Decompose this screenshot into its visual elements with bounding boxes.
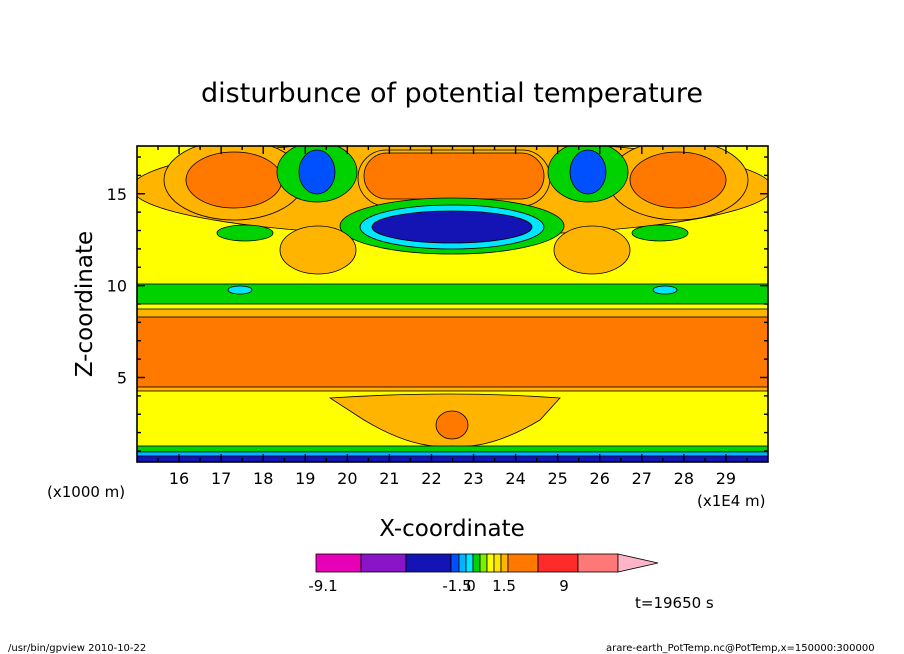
footer-right: arare-earth_PotTemp.nc@PotTemp,x=150000:… (606, 643, 875, 654)
x-tick-label: 28 (674, 469, 694, 488)
time-annotation: t=19650 s (635, 594, 714, 612)
x-axis-label: X-coordinate (379, 516, 525, 542)
x-tick-label: 18 (253, 469, 273, 488)
y-tick-label: 10 (107, 277, 127, 296)
y-tick-label: 5 (117, 368, 127, 387)
cold-column-right (569, 149, 607, 195)
warm-cell-left (185, 151, 283, 209)
chart-title: disturbunce of potential temperature (201, 78, 703, 109)
mid-cool-right (631, 224, 689, 242)
colorbar-segment (500, 553, 509, 573)
bottom-cool-band (137, 445, 768, 453)
cool-spot-right (652, 285, 678, 295)
colorbar-segment (479, 553, 488, 573)
colorbar-segment (493, 553, 502, 573)
mid-cool-left (216, 224, 274, 242)
lower-warm-core (435, 410, 469, 440)
plot-area (137, 146, 768, 462)
x-tick-label: 16 (169, 469, 189, 488)
x-unit-label: (x1E4 m) (697, 492, 766, 510)
colorbar-segment (458, 553, 467, 573)
colorbar-segment (405, 553, 452, 573)
x-tick-label: 19 (295, 469, 315, 488)
x-tick-label: 24 (505, 469, 525, 488)
colorbar (315, 553, 659, 573)
colorbar-segment (465, 553, 474, 573)
mid-warm-left (279, 225, 357, 275)
x-tick-label: 20 (337, 469, 357, 488)
colorbar-segment (472, 553, 481, 573)
footer-left: /usr/bin/gpview 2010-10-22 (8, 643, 146, 654)
colorbar-segment (577, 553, 619, 573)
cold-center (371, 210, 533, 244)
colorbar-label: -9.1 (308, 577, 337, 595)
y-tick-labels: 5 10 15 (107, 185, 127, 388)
cold-column-left (298, 149, 336, 195)
x-tick-label: 21 (379, 469, 399, 488)
cool-spot-left (227, 285, 253, 295)
x-tick-label: 26 (590, 469, 610, 488)
x-tick-label: 25 (547, 469, 567, 488)
bottom-cyan-band (137, 451, 768, 457)
colorbar-label: -1.5 (442, 577, 471, 595)
colorbar-segment (315, 553, 362, 573)
colorbar-segment (537, 553, 579, 573)
y-axis-label: Z-coordinate (72, 231, 98, 377)
colorbar-segment (486, 553, 495, 573)
colorbar-label: 1.5 (492, 577, 516, 595)
mid-warm-right (553, 225, 631, 275)
x-tick-label: 27 (632, 469, 652, 488)
warm-cell-right (629, 151, 727, 209)
x-tick-label: 22 (421, 469, 441, 488)
colorbar-segment (450, 553, 460, 573)
y-tick-label: 15 (107, 185, 127, 204)
y-unit-label: (x1000 m) (47, 483, 125, 501)
colorbar-labels: -9.1 -1.50 1.5 9 (308, 577, 568, 595)
warm-layer (137, 316, 768, 388)
cool-band-mid (137, 283, 768, 305)
colorbar-label: 9 (559, 577, 569, 595)
colorbar-segment (507, 553, 539, 573)
x-tick-label: 17 (211, 469, 231, 488)
warm-cell-center (363, 152, 545, 200)
colorbar-label: 0 (466, 577, 476, 595)
colorbar-segment (360, 553, 407, 573)
x-tick-label: 23 (463, 469, 483, 488)
x-tick-labels: 16 17 18 19 20 21 22 23 24 25 26 27 28 29 (169, 469, 736, 488)
colorbar-extension (617, 553, 659, 573)
x-tick-label: 29 (716, 469, 736, 488)
axis-ticks (137, 146, 768, 462)
